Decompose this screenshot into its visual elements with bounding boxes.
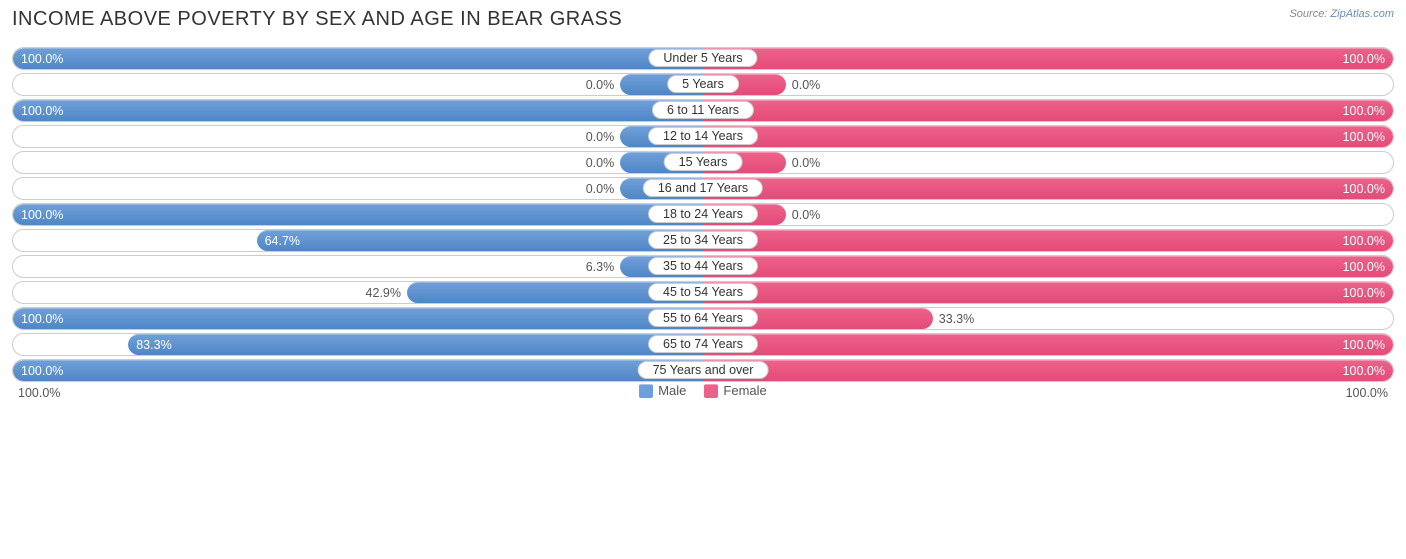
female-bar: 100.0%	[703, 230, 1393, 251]
diverging-bar-chart: 100.0% 100.0% Under 5 Years 0.0% 0.0% 5 Years…	[12, 45, 1394, 383]
source-attribution: Source: ZipAtlas.com	[1289, 8, 1394, 20]
legend-item-male: Male	[639, 383, 686, 398]
female-value-label: 100.0%	[1343, 182, 1385, 196]
female-bar: 100.0%	[703, 178, 1393, 199]
chart-row: 100.0% 33.3% 55 to 64 Years	[12, 305, 1394, 331]
male-bar: 83.3%	[128, 334, 703, 355]
category-label: 65 to 74 Years	[648, 335, 758, 353]
category-label: 25 to 34 Years	[648, 231, 758, 249]
category-label: 35 to 44 Years	[648, 257, 758, 275]
chart-row: 64.7% 100.0% 25 to 34 Years	[12, 227, 1394, 253]
male-bar: 100.0%	[13, 48, 703, 69]
female-bar: 100.0%	[703, 360, 1393, 381]
axis-right-label: 100.0%	[1346, 386, 1388, 400]
male-value-label: 100.0%	[21, 364, 63, 378]
male-value-label: 100.0%	[21, 208, 63, 222]
female-bar: 100.0%	[703, 126, 1393, 147]
male-value-label: 64.7%	[265, 234, 300, 248]
category-label: 75 Years and over	[638, 361, 769, 379]
male-value-label: 100.0%	[21, 104, 63, 118]
chart-title: INCOME ABOVE POVERTY BY SEX AND AGE IN B…	[12, 8, 622, 31]
female-value-label: 33.3%	[939, 312, 974, 326]
female-bar: 100.0%	[703, 48, 1393, 69]
category-label: 16 and 17 Years	[643, 179, 763, 197]
legend-label-female: Female	[723, 383, 766, 398]
male-value-label: 100.0%	[21, 52, 63, 66]
female-value-label: 0.0%	[792, 156, 821, 170]
male-value-label: 0.0%	[586, 78, 615, 92]
source-link[interactable]: ZipAtlas.com	[1330, 8, 1394, 20]
category-label: Under 5 Years	[648, 49, 757, 67]
legend-swatch-female	[704, 384, 718, 398]
female-value-label: 100.0%	[1343, 286, 1385, 300]
category-label: 15 Years	[664, 153, 743, 171]
legend: Male Female	[12, 383, 1394, 398]
male-bar: 100.0%	[13, 204, 703, 225]
category-label: 55 to 64 Years	[648, 309, 758, 327]
male-value-label: 0.0%	[586, 130, 615, 144]
category-label: 18 to 24 Years	[648, 205, 758, 223]
chart-container: INCOME ABOVE POVERTY BY SEX AND AGE IN B…	[0, 0, 1406, 398]
female-value-label: 100.0%	[1343, 234, 1385, 248]
female-value-label: 100.0%	[1343, 104, 1385, 118]
category-label: 6 to 11 Years	[652, 101, 754, 119]
male-bar: 100.0%	[13, 360, 703, 381]
female-value-label: 100.0%	[1343, 130, 1385, 144]
male-value-label: 100.0%	[21, 312, 63, 326]
female-bar: 100.0%	[703, 334, 1393, 355]
legend-item-female: Female	[704, 383, 766, 398]
category-label: 45 to 54 Years	[648, 283, 758, 301]
female-value-label: 0.0%	[792, 208, 821, 222]
chart-row: 0.0% 0.0% 5 Years	[12, 71, 1394, 97]
male-value-label: 83.3%	[136, 338, 171, 352]
legend-label-male: Male	[658, 383, 686, 398]
female-value-label: 100.0%	[1343, 52, 1385, 66]
chart-row: 100.0% 0.0% 18 to 24 Years	[12, 201, 1394, 227]
male-value-label: 0.0%	[586, 182, 615, 196]
female-value-label: 0.0%	[792, 78, 821, 92]
chart-row: 6.3% 100.0% 35 to 44 Years	[12, 253, 1394, 279]
header: INCOME ABOVE POVERTY BY SEX AND AGE IN B…	[12, 8, 1394, 31]
chart-row: 100.0% 100.0% 6 to 11 Years	[12, 97, 1394, 123]
chart-row: 0.0% 0.0% 15 Years	[12, 149, 1394, 175]
chart-row: 83.3% 100.0% 65 to 74 Years	[12, 331, 1394, 357]
female-bar: 100.0%	[703, 100, 1393, 121]
male-value-label: 6.3%	[586, 260, 615, 274]
chart-row: 100.0% 100.0% 75 Years and over	[12, 357, 1394, 383]
female-value-label: 100.0%	[1343, 338, 1385, 352]
chart-row: 42.9% 100.0% 45 to 54 Years	[12, 279, 1394, 305]
axis-left-label: 100.0%	[18, 386, 60, 400]
female-bar: 100.0%	[703, 256, 1393, 277]
legend-swatch-male	[639, 384, 653, 398]
category-label: 12 to 14 Years	[648, 127, 758, 145]
male-value-label: 42.9%	[366, 286, 401, 300]
female-bar: 100.0%	[703, 282, 1393, 303]
male-bar: 100.0%	[13, 308, 703, 329]
male-bar: 100.0%	[13, 100, 703, 121]
chart-row: 0.0% 100.0% 12 to 14 Years	[12, 123, 1394, 149]
source-prefix: Source:	[1289, 8, 1330, 20]
male-bar: 64.7%	[257, 230, 703, 251]
chart-row: 100.0% 100.0% Under 5 Years	[12, 45, 1394, 71]
chart-row: 0.0% 100.0% 16 and 17 Years	[12, 175, 1394, 201]
female-value-label: 100.0%	[1343, 364, 1385, 378]
female-value-label: 100.0%	[1343, 260, 1385, 274]
category-label: 5 Years	[667, 75, 739, 93]
male-value-label: 0.0%	[586, 156, 615, 170]
